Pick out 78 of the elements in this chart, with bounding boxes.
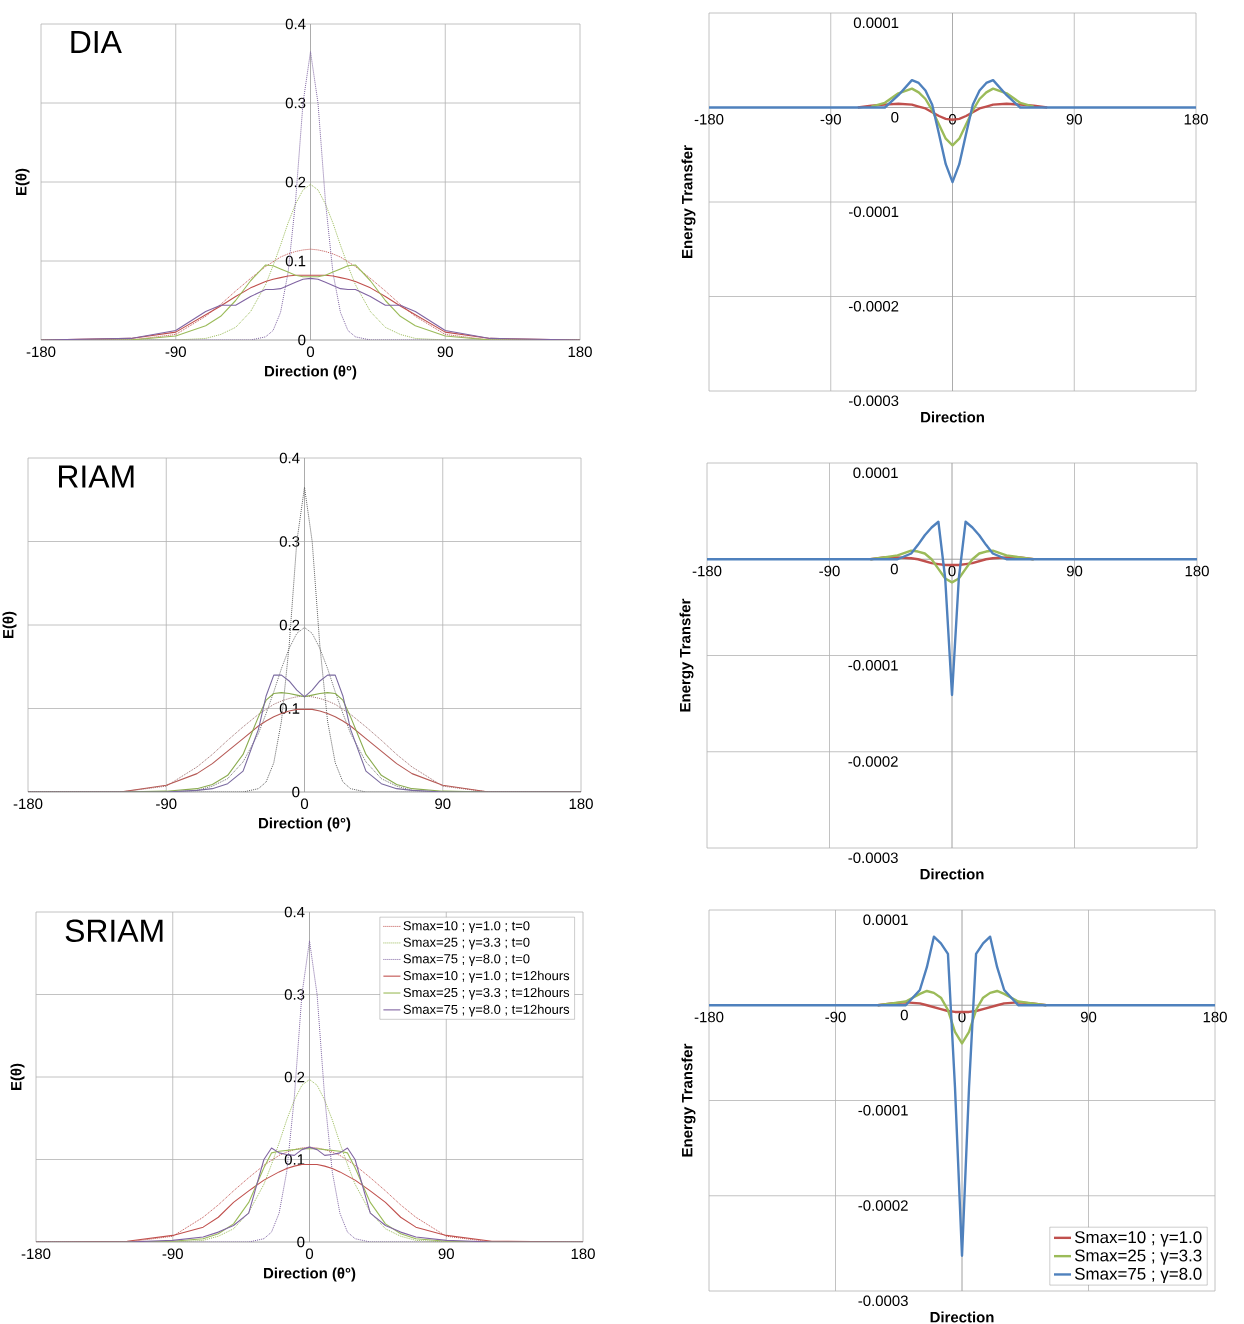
y-tick-label: 0.2 (279, 619, 300, 631)
y-axis-title: E(θ) (10, 1063, 25, 1091)
x-tick-label: -180 (13, 798, 43, 810)
y-tick-label: 0 (292, 786, 300, 798)
y-tick-label: -0.0001 (848, 206, 899, 218)
x-axis-title: Direction (921, 411, 984, 423)
y-tick-label: 0.4 (279, 452, 300, 464)
y-tick-label: 0.4 (285, 18, 306, 30)
y-tick-label: 0.3 (279, 536, 300, 547)
x-tick-label: 90 (1080, 1011, 1097, 1023)
y-tick-label: -0.0002 (848, 301, 899, 312)
x-tick-label: 180 (571, 1248, 595, 1260)
y-axis-title: E(θ) (2, 611, 17, 639)
x-tick-label: -180 (694, 1011, 724, 1023)
y-tick-label: -0.0001 (858, 1105, 908, 1116)
x-tick-label: -90 (165, 346, 186, 358)
x-tick-label: 180 (568, 346, 592, 358)
y-tick-label: 0.0001 (853, 17, 899, 29)
y-tick-label: 0.1 (284, 1154, 305, 1165)
y-axis-title: E(θ) (15, 168, 30, 195)
x-tick-label: -180 (26, 346, 56, 358)
legend-label: Smax=25 ; γ=3.3 ; t=12hours (403, 987, 570, 1000)
y-tick-label: 0.0001 (853, 467, 898, 479)
legend-label: Smax=25 ; γ=3.3 ; t=0 (403, 937, 530, 950)
x-tick-label: -90 (819, 565, 840, 577)
x-axis-title: Direction (920, 868, 984, 880)
x-tick-label: 90 (438, 1248, 454, 1260)
legend-label: Smax=75 ; γ=8.0 ; t=12hours (403, 1004, 570, 1017)
x-tick-label: 180 (569, 798, 593, 810)
y-tick-label: -0.0002 (848, 756, 898, 767)
x-tick-label: -90 (820, 114, 841, 125)
legend-label: Smax=10 ; γ=1.0 (1074, 1231, 1202, 1247)
y-tick-label: 0 (298, 334, 306, 346)
x-tick-label: 90 (1066, 114, 1082, 125)
x-tick-label: -90 (825, 1011, 846, 1023)
x-tick-label: -180 (692, 565, 722, 577)
x-tick-label: 90 (435, 798, 451, 810)
x-axis-title: Direction (930, 1311, 994, 1323)
chart-title: DIA (71, 31, 122, 53)
x-axis-title: Direction (θ°) (259, 817, 351, 832)
legend-label: Smax=10 ; γ=1.0 ; t=12hours (403, 970, 570, 983)
x-tick-label: 90 (1066, 565, 1083, 577)
chart-title: RIAM (59, 465, 134, 488)
legend-label: Smax=75 ; γ=8.0 (1074, 1267, 1202, 1284)
x-tick-label: 180 (1203, 1011, 1227, 1023)
y-tick-label: 0.1 (279, 703, 300, 714)
x-tick-label: -180 (694, 114, 724, 125)
x-tick-label: 0 (948, 565, 956, 577)
y-axis-title: Energy Transfer (679, 598, 694, 712)
y-tick-label: 0.4 (284, 906, 305, 918)
y-tick-label: 0.3 (284, 989, 305, 1000)
y-tick-label: -0.0001 (848, 660, 898, 671)
y-tick-label: 0 (297, 1236, 305, 1248)
y-axis-title: Energy Transfer (681, 145, 696, 258)
x-axis-title: Direction (θ°) (265, 365, 357, 380)
y-tick-label: -0.0003 (848, 395, 899, 407)
y-tick-label: 0.2 (285, 176, 306, 188)
x-axis-title: Direction (θ°) (264, 1267, 356, 1282)
y-tick-label: 0.2 (284, 1071, 305, 1083)
y-tick-label: -0.0003 (848, 852, 898, 864)
x-tick-label: 0 (306, 346, 315, 358)
legend-label: Smax=25 ; γ=3.3 (1074, 1249, 1202, 1265)
x-tick-label: 180 (1185, 565, 1209, 577)
legend-label: Smax=10 ; γ=1.0 ; t=0 (403, 921, 530, 933)
y-tick-label: -0.0003 (858, 1295, 908, 1307)
chart-title: SRIAM (65, 919, 163, 943)
y-tick-label: 0.3 (285, 97, 306, 109)
legend-label: Smax=75 ; γ=8.0 ; t=0 (403, 954, 530, 966)
x-tick-label: 180 (1184, 114, 1208, 125)
x-tick-label: -90 (156, 798, 177, 810)
x-tick-label: -180 (21, 1248, 51, 1260)
y-tick-label: -0.0002 (858, 1200, 908, 1211)
x-tick-label: 0 (305, 1248, 314, 1260)
x-tick-label: -90 (162, 1248, 183, 1260)
x-tick-label: 90 (437, 346, 453, 358)
y-tick-label: 0.1 (285, 255, 306, 267)
y-axis-title: Energy Transfer (681, 1043, 696, 1157)
y-tick-label: 0.0001 (863, 914, 908, 926)
